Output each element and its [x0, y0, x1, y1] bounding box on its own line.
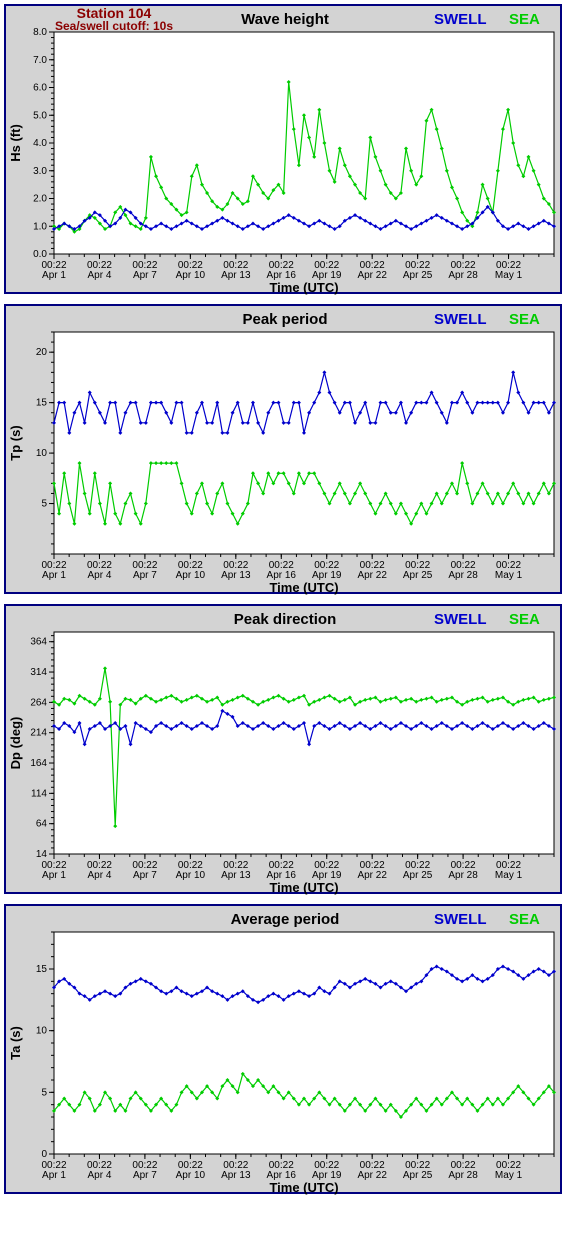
svg-text:Apr 1: Apr 1: [42, 1170, 66, 1181]
svg-text:Apr 28: Apr 28: [448, 1170, 478, 1181]
panel-dp: Peak direction SWELL SEA 14 64 114 164 214 264 31…: [4, 604, 562, 894]
svg-text:Apr 13: Apr 13: [221, 270, 251, 281]
svg-text:10: 10: [36, 448, 48, 459]
svg-text:5: 5: [41, 1087, 47, 1098]
svg-text:164: 164: [30, 758, 47, 769]
svg-text:May 1: May 1: [495, 1170, 523, 1181]
svg-text:Apr 13: Apr 13: [221, 870, 251, 881]
y-axis-label: Dp (deg): [8, 717, 23, 770]
svg-text:10: 10: [36, 1026, 48, 1037]
svg-text:364: 364: [30, 637, 47, 648]
legend-swell: SWELL: [434, 311, 487, 328]
svg-text:Apr 28: Apr 28: [448, 270, 478, 281]
legend-swell: SWELL: [434, 11, 487, 28]
legend-sea: SEA: [509, 11, 540, 28]
svg-text:Apr 10: Apr 10: [176, 870, 206, 881]
svg-text:64: 64: [36, 819, 48, 830]
svg-text:5: 5: [41, 499, 47, 510]
svg-text:Apr 28: Apr 28: [448, 570, 478, 581]
svg-text:Apr 7: Apr 7: [133, 570, 157, 581]
svg-text:1.0: 1.0: [33, 221, 47, 232]
panel-ta: Average periodSWELLSEA05101500:22Apr 100…: [4, 904, 562, 1194]
svg-text:Apr 1: Apr 1: [42, 870, 66, 881]
svg-text:Apr 22: Apr 22: [357, 270, 387, 281]
svg-text:Apr 7: Apr 7: [133, 270, 157, 281]
svg-text:Apr 22: Apr 22: [357, 1170, 387, 1181]
panel-title: Peak period: [242, 311, 327, 328]
svg-text:May 1: May 1: [495, 270, 523, 281]
svg-text:7.0: 7.0: [33, 55, 47, 66]
y-axis-label: Tp (s): [8, 425, 23, 460]
svg-text:Apr 25: Apr 25: [403, 270, 433, 281]
legend-sea: SEA: [509, 311, 540, 328]
svg-text:314: 314: [30, 667, 47, 678]
svg-text:Apr 7: Apr 7: [133, 1170, 157, 1181]
svg-text:3.0: 3.0: [33, 166, 47, 177]
x-axis-label: Time (UTC): [269, 880, 338, 895]
svg-text:8.0: 8.0: [33, 27, 47, 38]
y-axis-label: Ta (s): [8, 1026, 23, 1060]
x-axis-label: Time (UTC): [269, 580, 338, 595]
svg-text:15: 15: [36, 398, 48, 409]
svg-text:20: 20: [36, 347, 48, 358]
cutoff-label: Sea/swell cutoff: 10s: [55, 19, 173, 33]
panel-title: Peak direction: [234, 611, 337, 628]
panel-title: Wave height: [241, 11, 329, 28]
svg-text:Apr 1: Apr 1: [42, 270, 66, 281]
svg-text:5.0: 5.0: [33, 110, 47, 121]
svg-text:Apr 22: Apr 22: [357, 570, 387, 581]
y-axis-label: Hs (ft): [8, 124, 23, 162]
svg-text:Apr 25: Apr 25: [403, 570, 433, 581]
legend-sea: SEA: [509, 611, 540, 628]
svg-text:0.0: 0.0: [33, 249, 47, 260]
svg-text:Apr 4: Apr 4: [88, 870, 112, 881]
svg-text:May 1: May 1: [495, 870, 523, 881]
chart-stack: Wave heightSWELLSEAStation 104Sea/swell …: [4, 4, 566, 1194]
svg-text:Apr 13: Apr 13: [221, 1170, 251, 1181]
svg-text:Apr 1: Apr 1: [42, 570, 66, 581]
svg-text:6.0: 6.0: [33, 83, 47, 94]
x-axis-label: Time (UTC): [269, 1180, 338, 1195]
legend-swell: SWELL: [434, 611, 487, 628]
svg-text:Apr 28: Apr 28: [448, 870, 478, 881]
svg-text:Apr 25: Apr 25: [403, 1170, 433, 1181]
x-axis-label: Time (UTC): [269, 280, 338, 295]
panel-tp: Peak periodSWELLSEA510152000:22Apr 100:2…: [4, 304, 562, 594]
svg-text:264: 264: [30, 697, 47, 708]
svg-text:Apr 4: Apr 4: [88, 270, 112, 281]
svg-text:Apr 25: Apr 25: [403, 870, 433, 881]
svg-text:15: 15: [36, 964, 48, 975]
svg-text:Apr 10: Apr 10: [176, 1170, 206, 1181]
svg-text:Apr 10: Apr 10: [176, 570, 206, 581]
svg-text:Apr 22: Apr 22: [357, 870, 387, 881]
svg-text:Apr 4: Apr 4: [88, 570, 112, 581]
svg-text:Apr 4: Apr 4: [88, 1170, 112, 1181]
svg-text:Apr 13: Apr 13: [221, 570, 251, 581]
svg-text:Apr 10: Apr 10: [176, 270, 206, 281]
legend-swell: SWELL: [434, 911, 487, 928]
svg-text:0: 0: [41, 1149, 47, 1160]
svg-text:4.0: 4.0: [33, 138, 47, 149]
svg-text:14: 14: [36, 849, 48, 860]
panel-hs: Wave heightSWELLSEAStation 104Sea/swell …: [4, 4, 562, 294]
svg-text:May 1: May 1: [495, 570, 523, 581]
legend-sea: SEA: [509, 911, 540, 928]
svg-text:2.0: 2.0: [33, 194, 47, 205]
svg-text:214: 214: [30, 728, 47, 739]
panel-title: Average period: [231, 911, 340, 928]
svg-text:Apr 7: Apr 7: [133, 870, 157, 881]
svg-text:114: 114: [31, 788, 47, 799]
